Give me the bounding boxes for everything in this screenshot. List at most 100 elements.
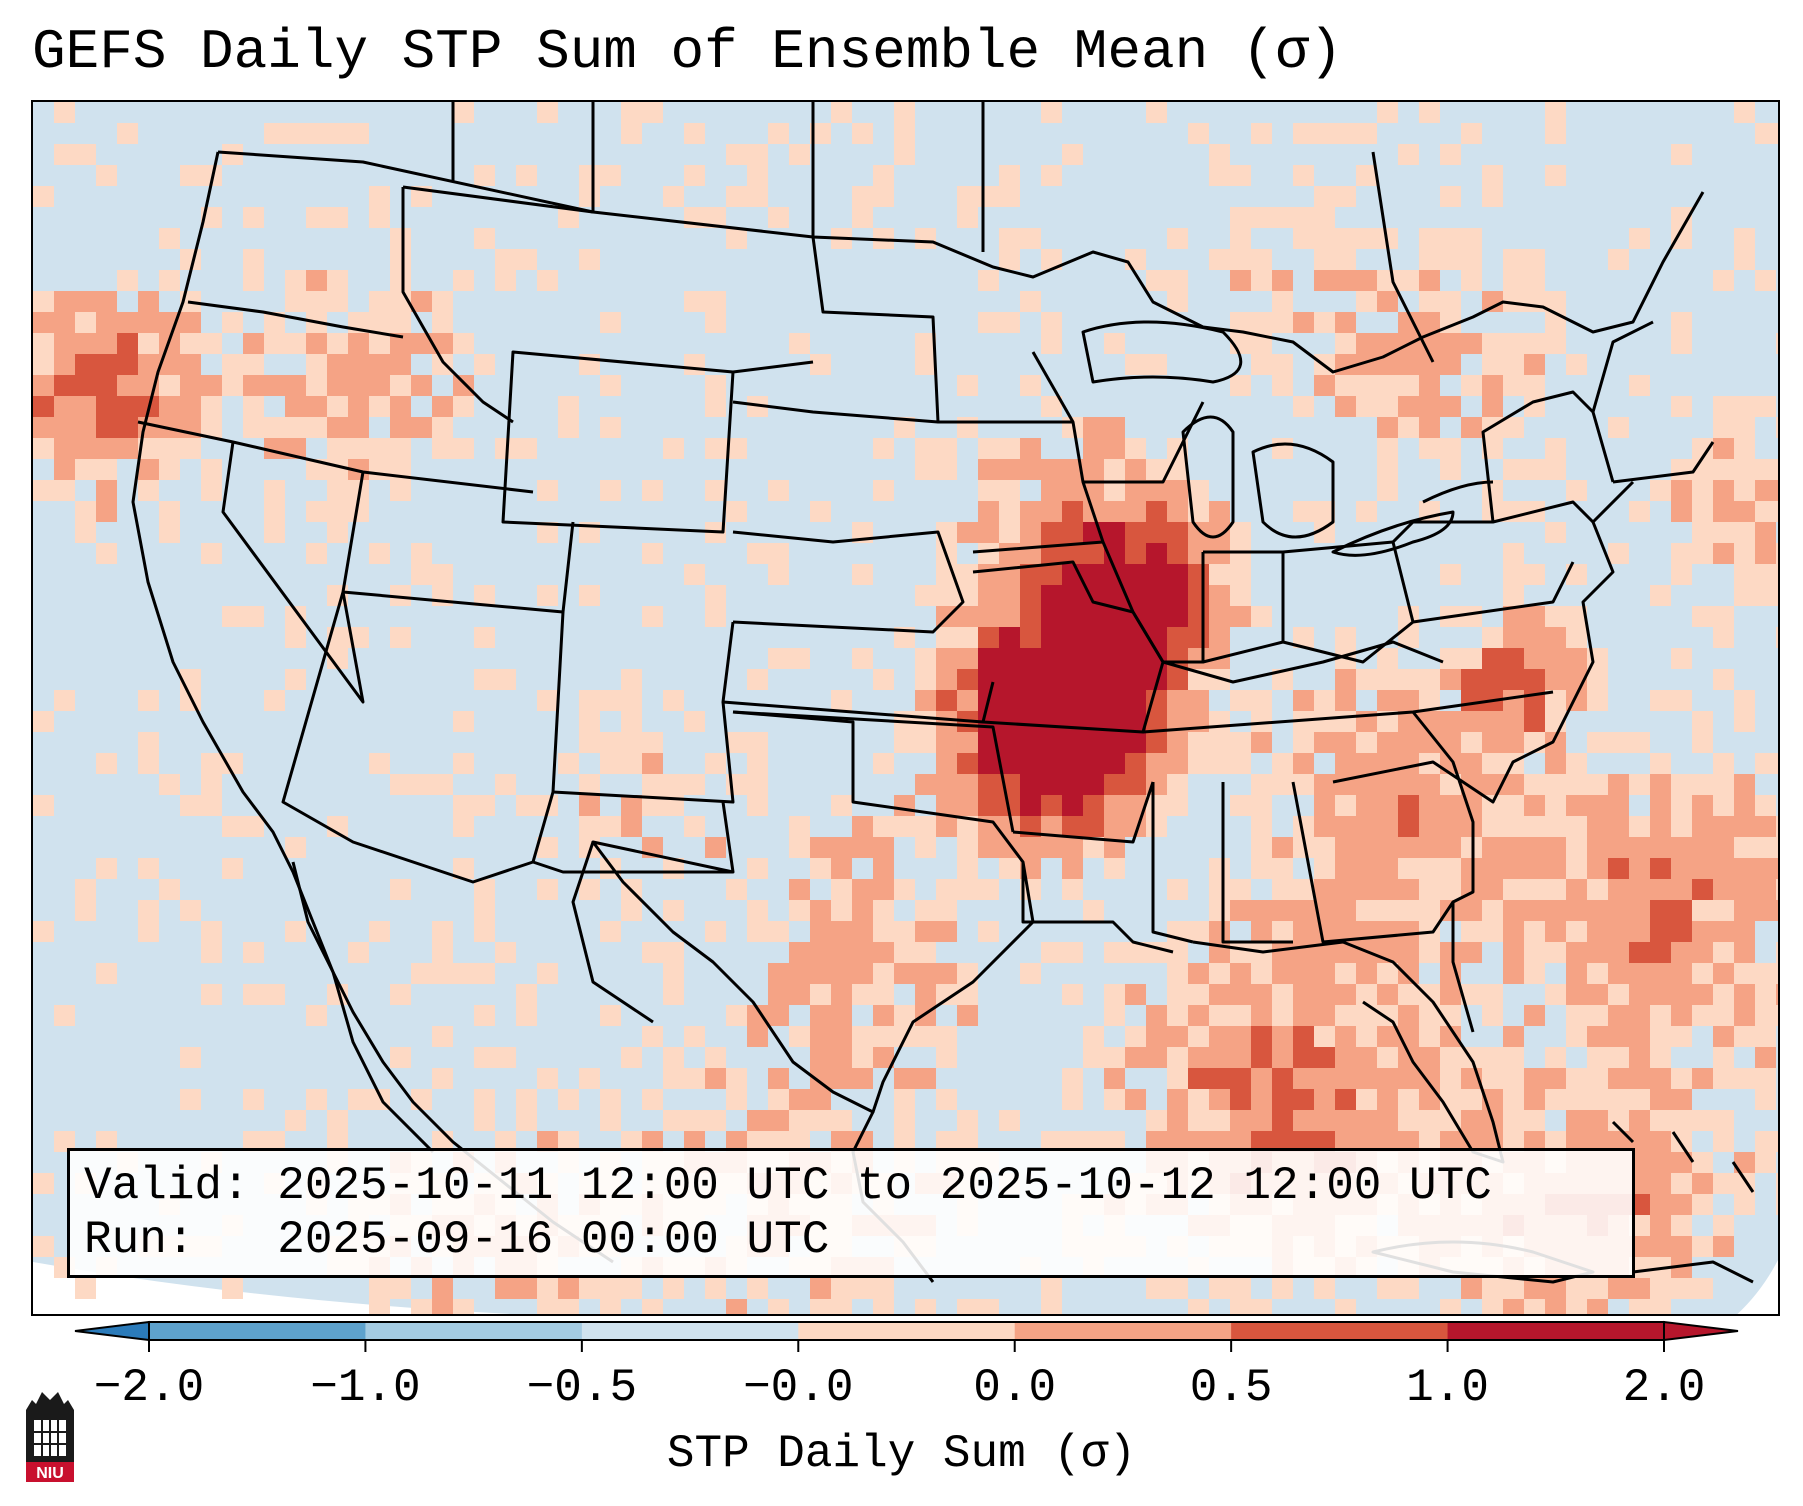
anomaly-cell (1734, 900, 1755, 921)
anomaly-cell (747, 1005, 768, 1026)
anomaly-cell (1377, 984, 1398, 1005)
anomaly-cell (1209, 165, 1230, 186)
anomaly-cell (1461, 900, 1482, 921)
anomaly-cell (411, 774, 432, 795)
anomaly-cell (642, 480, 663, 501)
anomaly-cell (1650, 1278, 1671, 1299)
anomaly-cell (1314, 186, 1335, 207)
anomaly-cell (1713, 417, 1734, 438)
anomaly-cell (1230, 942, 1251, 963)
anomaly-cell (1104, 417, 1125, 438)
anomaly-cell (33, 1173, 54, 1194)
anomaly-cell (474, 921, 495, 942)
anomaly-cell (411, 417, 432, 438)
anomaly-cell (1545, 1278, 1566, 1299)
anomaly-cell (1293, 1068, 1314, 1089)
anomaly-cell (1524, 459, 1545, 480)
anomaly-cell (1713, 879, 1734, 900)
anomaly-cell (894, 1068, 915, 1089)
anomaly-cell (1209, 1131, 1230, 1152)
anomaly-cell (1461, 942, 1482, 963)
anomaly-cell (264, 522, 285, 543)
anomaly-cell (957, 753, 978, 774)
anomaly-cell (1734, 438, 1755, 459)
anomaly-cell (1776, 501, 1778, 522)
anomaly-cell (1377, 375, 1398, 396)
anomaly-cell (1146, 459, 1167, 480)
anomaly-cell (873, 186, 894, 207)
anomaly-cell (1440, 942, 1461, 963)
anomaly-cell (873, 921, 894, 942)
anomaly-cell (1209, 144, 1230, 165)
anomaly-cell (54, 375, 75, 396)
anomaly-cell (75, 396, 96, 417)
anomaly-cell (1020, 627, 1041, 648)
anomaly-cell (1020, 837, 1041, 858)
anomaly-cell (1734, 564, 1755, 585)
anomaly-cell (1503, 291, 1524, 312)
anomaly-cell (873, 1299, 894, 1314)
anomaly-cell (810, 942, 831, 963)
anomaly-cell (432, 1299, 453, 1314)
anomaly-cell (1272, 375, 1293, 396)
run-time-text: Run: 2025-09-16 00:00 UTC (84, 1214, 830, 1266)
anomaly-cell (75, 522, 96, 543)
anomaly-cell (831, 102, 852, 123)
anomaly-cell (1041, 1278, 1062, 1299)
anomaly-cell (1650, 1068, 1671, 1089)
anomaly-cell (1776, 900, 1778, 921)
anomaly-cell (96, 753, 117, 774)
anomaly-cell (180, 1089, 201, 1110)
anomaly-cell (1650, 480, 1671, 501)
anomaly-cell (1776, 963, 1778, 984)
anomaly-cell (1398, 795, 1419, 816)
anomaly-cell (810, 1278, 831, 1299)
anomaly-cell (453, 816, 474, 837)
anomaly-cell (306, 1089, 327, 1110)
anomaly-cell (1314, 270, 1335, 291)
anomaly-cell (327, 123, 348, 144)
anomaly-cell (1356, 270, 1377, 291)
anomaly-cell (1083, 648, 1104, 669)
anomaly-cell (1671, 144, 1692, 165)
anomaly-cell (936, 459, 957, 480)
anomaly-cell (1188, 564, 1209, 585)
anomaly-cell (1440, 438, 1461, 459)
anomaly-cell (369, 333, 390, 354)
colorbar-segment (581, 1322, 799, 1340)
anomaly-cell (1419, 1026, 1440, 1047)
anomaly-cell (936, 753, 957, 774)
anomaly-cell (1335, 627, 1356, 648)
anomaly-cell (1692, 711, 1713, 732)
anomaly-cell (243, 1131, 264, 1152)
anomaly-cell (1314, 921, 1335, 942)
anomaly-cell (642, 1299, 663, 1314)
anomaly-cell (1125, 753, 1146, 774)
anomaly-cell (1713, 795, 1734, 816)
anomaly-cell (831, 1026, 852, 1047)
anomaly-cell (1314, 1026, 1335, 1047)
anomaly-cell (1356, 837, 1377, 858)
anomaly-cell (1734, 774, 1755, 795)
anomaly-cell (159, 438, 180, 459)
anomaly-cell (1566, 963, 1587, 984)
anomaly-cell (1608, 417, 1629, 438)
anomaly-cell (1629, 1299, 1650, 1314)
anomaly-cell (936, 648, 957, 669)
anomaly-cell (1083, 837, 1104, 858)
anomaly-cell (1272, 921, 1293, 942)
anomaly-cell (1041, 165, 1062, 186)
anomaly-cell (999, 543, 1020, 564)
anomaly-cell (369, 753, 390, 774)
anomaly-cell (1524, 1131, 1545, 1152)
anomaly-cell (1398, 270, 1419, 291)
anomaly-cell (1734, 1152, 1755, 1173)
anomaly-cell (1230, 1110, 1251, 1131)
anomaly-cell (390, 438, 411, 459)
anomaly-cell (1146, 753, 1167, 774)
anomaly-cell (1062, 459, 1083, 480)
anomaly-cell (1671, 774, 1692, 795)
anomaly-cell (1608, 732, 1629, 753)
anomaly-cell (453, 270, 474, 291)
anomaly-cell (1482, 669, 1503, 690)
